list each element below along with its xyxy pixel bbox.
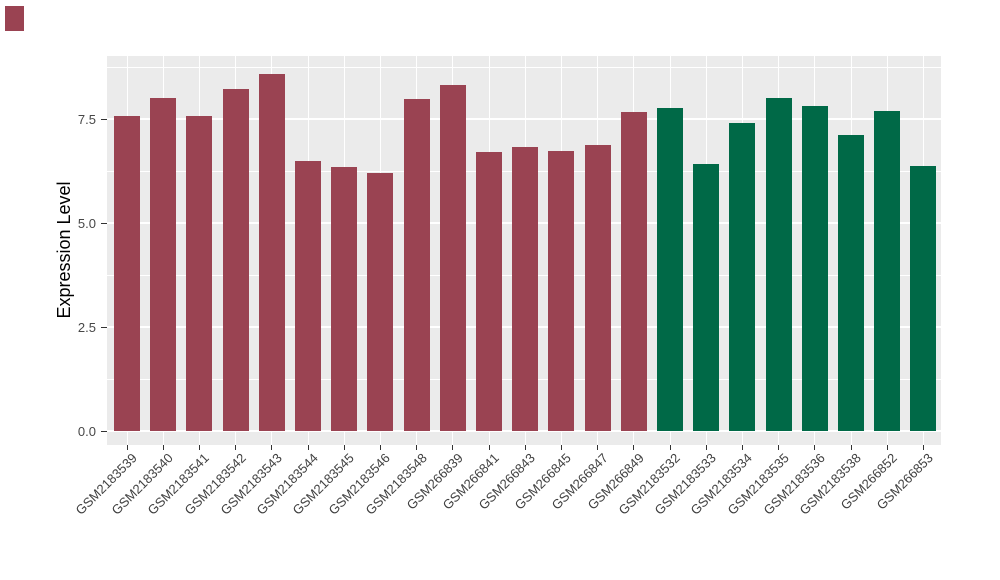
bar <box>222 89 249 431</box>
bar <box>801 105 828 431</box>
x-axis-tick <box>271 445 273 450</box>
bar <box>548 150 575 431</box>
x-axis-tick <box>741 445 743 450</box>
bar <box>729 123 756 431</box>
x-axis-tick <box>235 445 237 450</box>
major-gridline <box>107 430 941 432</box>
x-axis-tick <box>126 445 128 450</box>
y-axis-tick <box>101 222 107 224</box>
bar <box>295 160 321 431</box>
x-axis-tick <box>488 445 490 450</box>
bar <box>367 172 394 431</box>
y-axis-tick <box>101 118 107 120</box>
bar <box>584 144 611 431</box>
x-axis-tick <box>343 445 345 450</box>
x-axis-tick <box>524 445 526 450</box>
minor-gridline <box>107 66 941 68</box>
bar <box>114 115 140 431</box>
bar <box>150 98 177 431</box>
y-tick-label: 0.0 <box>77 423 96 439</box>
bar <box>258 74 285 431</box>
x-axis-tick <box>307 445 309 450</box>
bar <box>693 163 720 431</box>
bar <box>403 98 430 431</box>
x-axis-tick <box>633 445 635 450</box>
bar <box>657 107 683 431</box>
x-axis-tick <box>850 445 852 450</box>
major-gridline <box>107 118 941 120</box>
x-axis-tick <box>597 445 599 450</box>
x-axis-tick <box>416 445 418 450</box>
bar <box>512 147 539 431</box>
x-axis-tick <box>669 445 671 450</box>
x-axis-tick <box>814 445 816 450</box>
bar <box>331 166 358 431</box>
x-axis-tick <box>922 445 924 450</box>
x-axis-tick <box>162 445 164 450</box>
y-axis-tick <box>101 430 107 432</box>
x-axis-tick <box>886 445 888 450</box>
x-axis-tick <box>379 445 381 450</box>
x-axis-tick <box>452 445 454 450</box>
y-tick-label: 5.0 <box>77 215 96 231</box>
x-axis-tick <box>705 445 707 450</box>
x-axis-tick <box>198 445 200 450</box>
x-axis-tick <box>778 445 780 450</box>
corner-marker <box>5 6 24 31</box>
y-axis-tick <box>101 326 107 328</box>
bar <box>874 110 901 431</box>
bar <box>476 152 502 431</box>
x-axis-tick <box>560 445 562 450</box>
bar <box>439 85 466 431</box>
bar <box>765 97 792 431</box>
bar <box>838 134 864 431</box>
plot-panel <box>107 56 941 445</box>
bar <box>186 116 213 431</box>
y-tick-label: 2.5 <box>77 319 96 335</box>
bar <box>910 165 937 431</box>
y-tick-label: 7.5 <box>77 111 96 127</box>
bar <box>620 112 647 431</box>
